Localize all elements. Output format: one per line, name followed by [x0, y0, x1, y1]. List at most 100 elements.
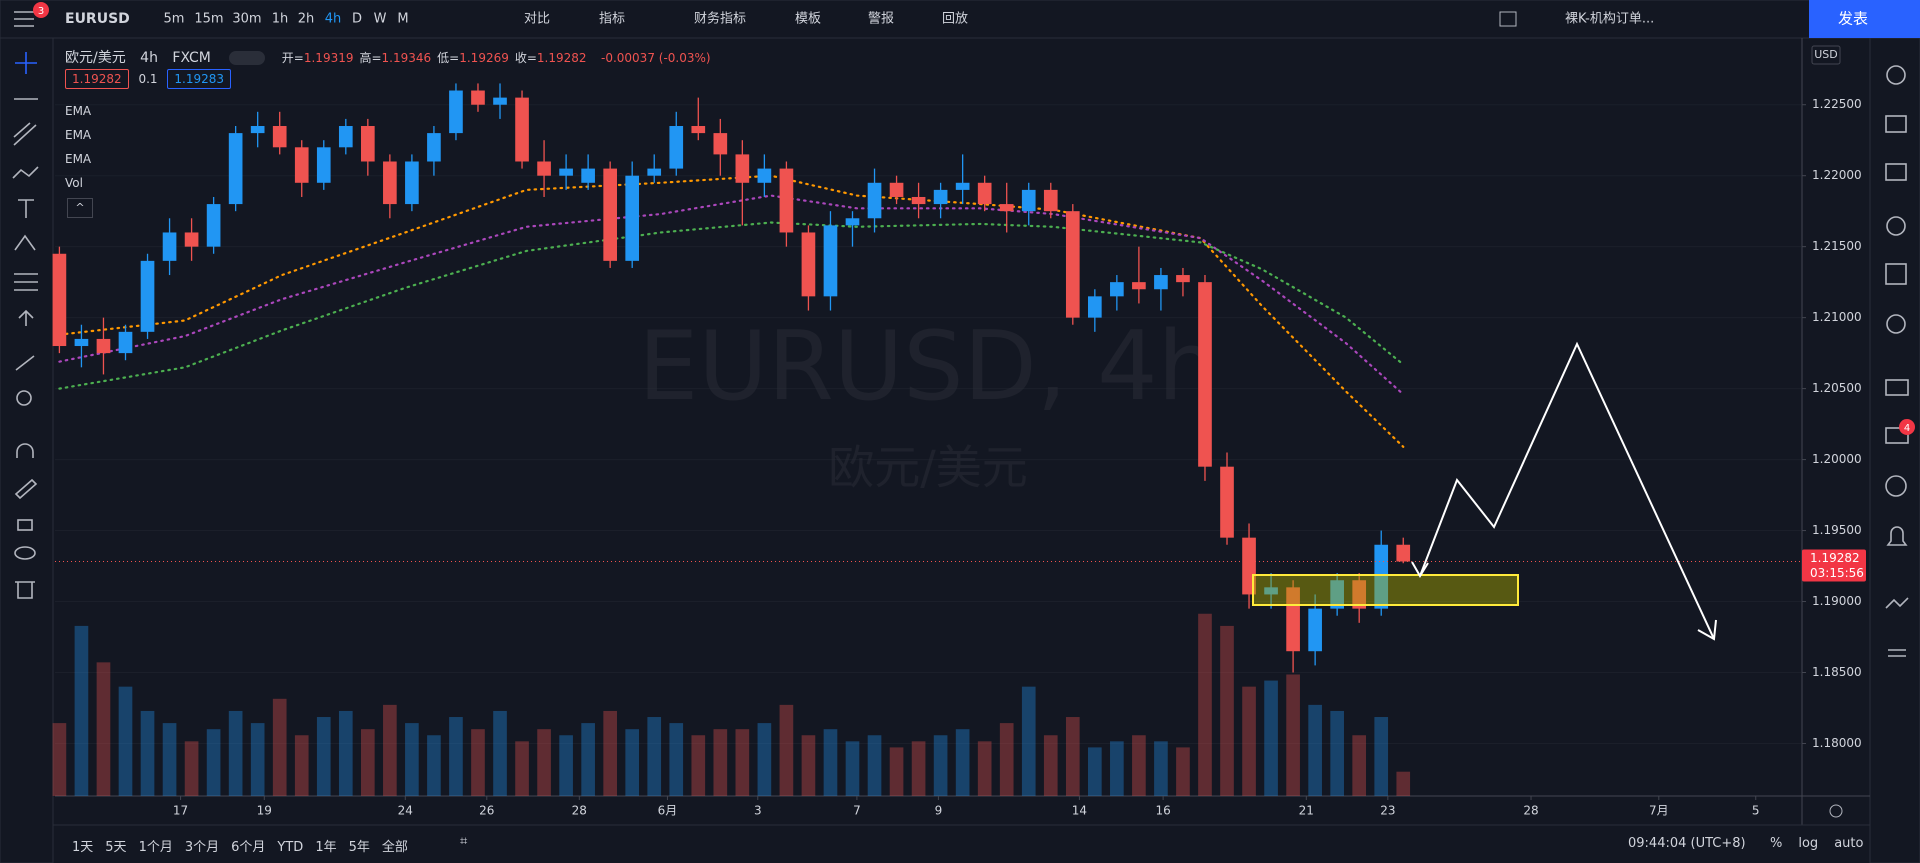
pattern-tool[interactable]	[12, 166, 39, 179]
fib-tool[interactable]	[14, 273, 38, 291]
right-tools	[1885, 15, 1909, 657]
range-button[interactable]: 1天	[72, 840, 94, 855]
range-button[interactable]: 5天	[105, 840, 127, 855]
legend-entry: EMA	[65, 128, 92, 142]
interval[interactable]: M	[397, 12, 408, 27]
candle-body	[383, 161, 397, 205]
clock: 09:44:04 (UTC+8)	[1628, 836, 1746, 851]
range-button[interactable]: 5年	[348, 840, 370, 855]
candle-body	[52, 253, 67, 347]
interval[interactable]: 15m	[194, 12, 223, 27]
volume-bar	[228, 710, 243, 796]
collapse-legend[interactable]: ^	[67, 198, 93, 218]
zoom-tool[interactable]	[16, 390, 32, 406]
candle-body	[250, 126, 265, 134]
toolbar-button[interactable]: 回放	[942, 12, 968, 27]
fullscreen-box[interactable]	[1499, 11, 1517, 27]
range-bar: 1天 5天 1个月 3个月 6个月 YTD 1年 5年 全部	[72, 836, 420, 855]
settings-icon[interactable]	[1888, 649, 1906, 657]
candle-body	[1220, 466, 1234, 538]
axis-settings[interactable]	[1829, 804, 1843, 818]
scale-option[interactable]: auto	[1834, 836, 1864, 851]
interval[interactable]: 2h	[298, 12, 315, 27]
publish-label[interactable]: 发表	[1838, 10, 1868, 28]
sell-price[interactable]: 1.19282	[65, 69, 129, 89]
arrowhead-end[interactable]	[1697, 619, 1717, 641]
ideas-icon[interactable]	[1886, 314, 1906, 334]
ohlc-label: 开=	[281, 51, 304, 65]
volume-bar	[52, 723, 67, 796]
scale-option[interactable]: log	[1798, 836, 1819, 851]
scale-option[interactable]: %	[1770, 836, 1783, 851]
news-icon[interactable]	[1885, 115, 1907, 133]
calendar-icon[interactable]	[1885, 263, 1907, 285]
interval[interactable]: W	[374, 12, 387, 27]
notifications-icon[interactable]	[1886, 526, 1908, 546]
text-tool[interactable]	[18, 199, 34, 218]
visibility-toggle[interactable]	[229, 51, 266, 65]
ruler-tool[interactable]	[15, 355, 35, 371]
arrow-tool[interactable]	[18, 309, 34, 326]
scale-options: % log auto	[1770, 836, 1879, 851]
interval[interactable]: 4h	[325, 12, 342, 27]
trend-tool[interactable]	[13, 122, 37, 146]
calls-icon[interactable]	[1885, 475, 1907, 497]
toolbar-button[interactable]: 指标	[599, 12, 625, 27]
messages-icon[interactable]	[1885, 427, 1909, 444]
crosshair-tool[interactable]	[15, 52, 37, 74]
candle-body	[1154, 275, 1168, 290]
range-button[interactable]: 6个月	[231, 840, 266, 855]
interval[interactable]: 1h	[272, 12, 289, 27]
menu-icon[interactable]	[14, 11, 34, 27]
volume-bar	[1308, 704, 1322, 796]
volume-bar	[118, 686, 133, 796]
ranking-icon[interactable]	[1885, 597, 1909, 609]
toolbar-button[interactable]: 警报	[868, 11, 894, 27]
arrowhead-start[interactable]	[1411, 561, 1429, 578]
candle-body	[1286, 587, 1300, 652]
toolbar-button[interactable]: 模板	[795, 12, 821, 27]
range-button[interactable]: 全部	[381, 840, 408, 855]
interval[interactable]: 30m	[232, 12, 261, 27]
candle-body	[449, 90, 463, 134]
x-tick-label: 17	[173, 804, 188, 818]
volume-bar	[1396, 771, 1411, 796]
toolbar-button[interactable]: 财务指标	[694, 11, 746, 27]
alerts-icon[interactable]	[1886, 65, 1906, 85]
publish-button[interactable]	[1809, 0, 1920, 38]
chat-icon[interactable]	[1885, 379, 1909, 396]
trash-tool[interactable]	[15, 581, 35, 599]
volume-bar	[1087, 747, 1102, 796]
zone-rectangle[interactable]	[1252, 574, 1519, 606]
toolbar-button[interactable]: 对比	[524, 12, 550, 27]
magnet-tool[interactable]	[16, 443, 34, 458]
datawindow-icon[interactable]	[1885, 163, 1907, 181]
range-button[interactable]: YTD	[277, 840, 304, 855]
eye-tool[interactable]	[14, 546, 36, 560]
range-button[interactable]: 3个月	[184, 840, 220, 855]
symbol[interactable]: EURUSD	[65, 11, 130, 27]
hotlist-icon[interactable]	[1886, 216, 1906, 236]
candle-body	[603, 168, 617, 261]
currency: USD	[1814, 48, 1838, 61]
zigzag-line[interactable]	[1419, 341, 1715, 640]
lock-tool[interactable]	[17, 519, 33, 531]
interval[interactable]: 5m	[164, 12, 185, 27]
y-tick-label: 1.21000	[1812, 310, 1862, 324]
volume-bar	[140, 710, 155, 796]
range-button[interactable]: 1年	[315, 840, 337, 855]
draw-lock[interactable]	[14, 478, 38, 500]
header-source: FXCM	[172, 50, 211, 66]
range-button[interactable]: 1个月	[138, 840, 173, 855]
volume-bar	[361, 729, 375, 796]
goto-date[interactable]: ⌗	[460, 834, 468, 849]
x-tick-label: 24	[398, 804, 413, 818]
layout-name[interactable]: 裸K-机构订单...	[1565, 12, 1654, 27]
forecast-path[interactable]	[1411, 341, 1717, 641]
candle-body	[1198, 282, 1212, 467]
x-tick-label: 28	[1523, 804, 1538, 818]
projection-tool[interactable]	[14, 234, 36, 251]
buy-price[interactable]: 1.19283	[167, 69, 231, 89]
interval[interactable]: D	[352, 12, 362, 27]
